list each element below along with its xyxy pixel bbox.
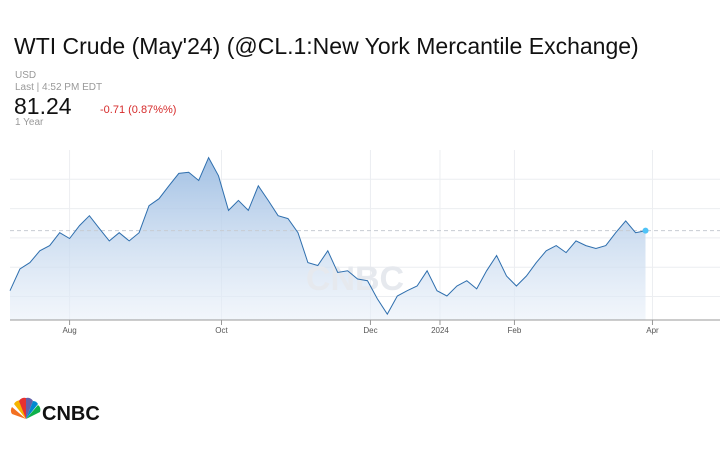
logo [10,397,41,419]
watermark: CNBC [306,260,404,298]
title: WTI Crude (May'24) (@CL.1:New York Merca… [14,33,639,59]
last-price: 81.24 [14,93,72,119]
currency: USD [15,70,37,81]
brand-name: CNBC [42,403,100,425]
x-tick-label: Aug [62,326,76,335]
last-time: Last | 4:52 PM EDT [15,82,103,93]
x-tick-label: 2024 [431,326,449,335]
x-tick-label: Apr [646,326,659,335]
last-point [642,227,649,234]
line [9,156,646,316]
range: 1 Year [15,117,44,128]
x-tick-label: Feb [508,326,522,335]
x-tick-label: Dec [363,326,377,335]
change: -0.71 (0.87%%) [100,104,177,116]
area [10,157,646,320]
x-tick-label: Oct [215,326,228,335]
